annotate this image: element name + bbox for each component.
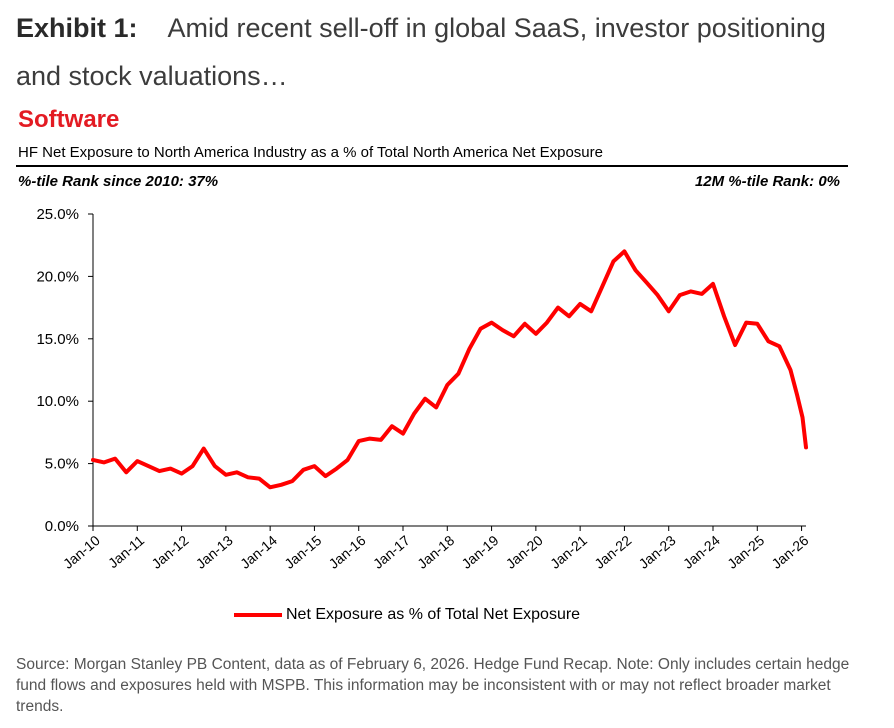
x-tick-label: Jan-11 <box>105 532 147 571</box>
x-tick-label: Jan-19 <box>458 532 501 572</box>
x-tick-label: Jan-13 <box>193 532 236 572</box>
x-tick-label: Jan-26 <box>768 532 811 572</box>
legend: Net Exposure as % of Total Net Exposure <box>234 606 580 624</box>
x-tick-label: Jan-12 <box>148 532 191 572</box>
x-tick-label: Jan-18 <box>414 532 457 572</box>
x-tick-label: Jan-24 <box>680 532 723 572</box>
y-axis-ticks: 0.0% 5.0% 10.0% 15.0% 20.0% 25.0% <box>36 206 93 535</box>
percentile-rank-since-2010: %-tile Rank since 2010: 37% <box>18 173 219 190</box>
exhibit-heading: Exhibit 1: Amid recent sell-off in global… <box>16 4 876 100</box>
source-note: Source: Morgan Stanley PB Content, data … <box>16 656 850 715</box>
x-tick-label: Jan-20 <box>503 532 546 572</box>
x-tick-label: Jan-15 <box>281 532 324 572</box>
y-tick-label: 0.0% <box>45 518 79 535</box>
y-tick-label: 5.0% <box>45 456 79 473</box>
x-tick-label: Jan-14 <box>237 532 280 572</box>
x-tick-label: Jan-23 <box>636 532 679 572</box>
y-tick-label: 15.0% <box>36 331 79 348</box>
y-tick-label: 10.0% <box>36 393 79 410</box>
exhibit-label: Exhibit 1: <box>16 13 138 43</box>
exhibit-text: Amid recent sell-off in global SaaS, inv… <box>16 13 826 91</box>
chart-title: Software <box>18 106 120 133</box>
x-tick-label: Jan-21 <box>547 532 590 572</box>
legend-swatch <box>234 613 282 617</box>
chart-subtitle: HF Net Exposure to North America Industr… <box>18 144 603 161</box>
x-tick-label: Jan-16 <box>326 532 369 572</box>
percentile-rank-12m: 12M %-tile Rank: 0% <box>694 173 840 190</box>
legend-label: Net Exposure as % of Total Net Exposure <box>286 606 581 623</box>
x-tick-label: Jan-25 <box>724 532 767 572</box>
y-tick-label: 25.0% <box>36 206 79 223</box>
x-tick-label: Jan-10 <box>60 532 103 572</box>
x-tick-label: Jan-17 <box>370 532 413 572</box>
x-tick-label: Jan-22 <box>591 532 634 572</box>
y-tick-label: 20.0% <box>36 268 79 285</box>
x-axis-ticks: Jan-10 Jan-11 Jan-12 Jan-13 Jan-14 Jan-15 Jan-… <box>60 526 812 572</box>
subtitle-rule <box>16 165 848 167</box>
net-exposure-line <box>91 249 808 490</box>
line-chart: 0.0%5.0%10.0%15.0%20.0%25.0% Jan-10 Jan-1… <box>36 206 812 572</box>
